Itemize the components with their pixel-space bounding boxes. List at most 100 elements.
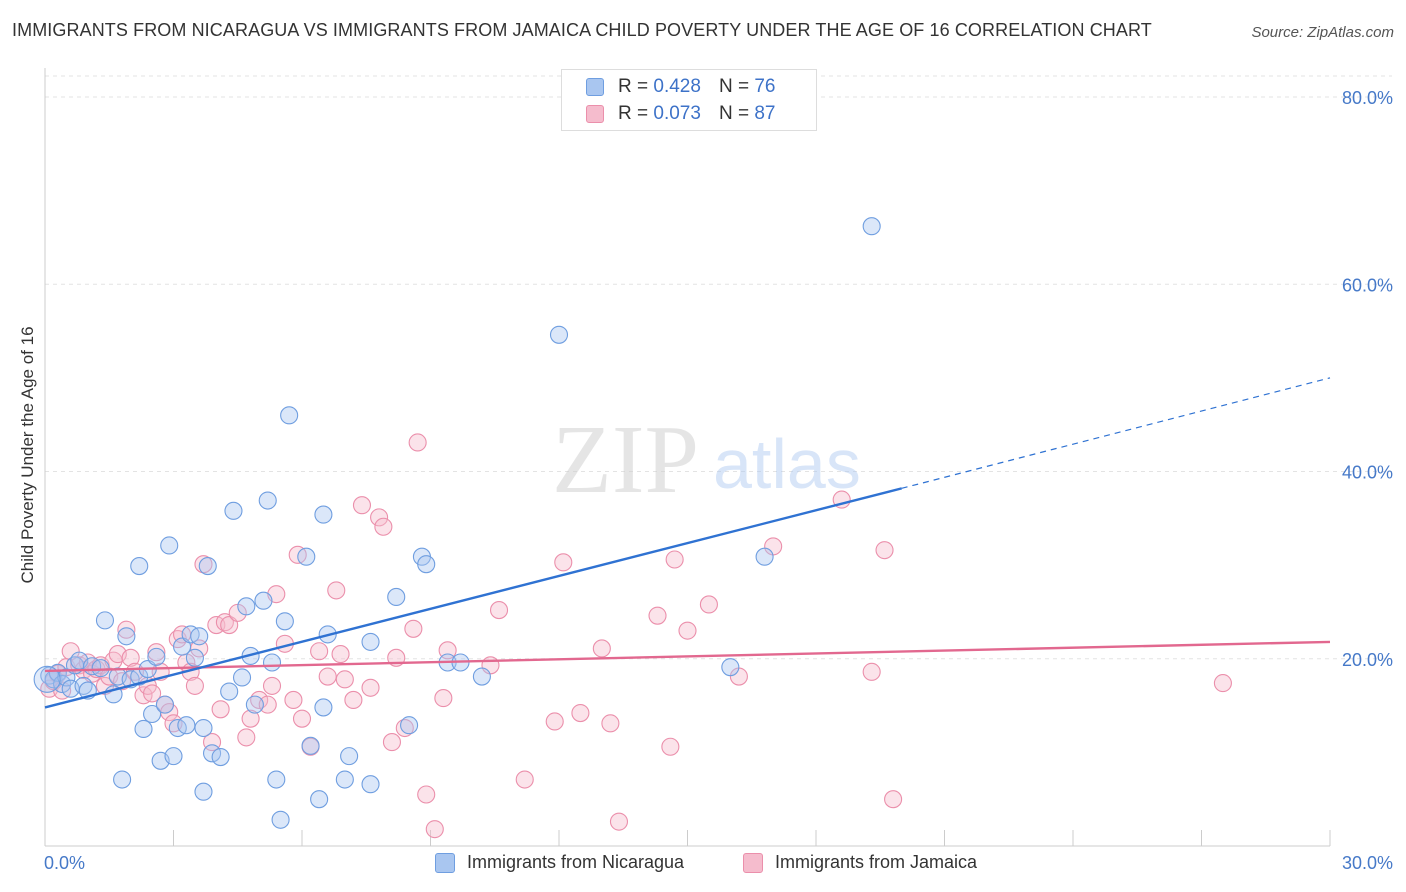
nicaragua-point <box>95 611 115 630</box>
jamaica-point <box>609 812 629 831</box>
nicaragua-point <box>280 406 299 425</box>
nicaragua-point <box>254 591 273 610</box>
nicaragua-point <box>275 612 294 631</box>
grid-layer <box>45 75 1392 660</box>
axis-layer <box>44 68 1331 847</box>
nicaragua-point <box>301 736 320 755</box>
y-tick-label: 40.0% <box>1342 463 1393 483</box>
jamaica-point <box>417 785 436 804</box>
legend-swatch-jamaica <box>586 105 604 123</box>
nicaragua-point <box>224 501 243 520</box>
jamaica-point <box>185 676 204 695</box>
watermark-atlas: atlas <box>713 425 861 503</box>
jamaica-point <box>344 690 363 709</box>
legend-n-label: N = <box>718 103 750 124</box>
jamaica-point <box>327 581 346 600</box>
jamaica-point <box>862 662 881 681</box>
jamaica-point <box>382 733 402 752</box>
nicaragua-point <box>335 770 354 789</box>
jamaica-point <box>361 678 380 697</box>
legend-n-value-jamaica: 87 <box>754 103 776 124</box>
jamaica-point <box>592 639 611 658</box>
y-tick-label: 60.0% <box>1342 275 1393 295</box>
jamaica-point <box>262 676 282 695</box>
legend-label-nicaragua: Immigrants from Nicaragua <box>467 852 685 872</box>
jamaica-point <box>310 642 329 661</box>
jamaica-point <box>284 690 303 709</box>
legend-row-jamaica: R = 0.073 N = 87 <box>586 103 775 125</box>
nicaragua-point <box>417 555 436 574</box>
nicaragua-point <box>147 647 166 666</box>
jamaica-point <box>352 496 372 515</box>
nicaragua-point <box>755 547 774 566</box>
y-axis-title: Child Poverty Under the Age of 16 <box>18 326 37 584</box>
nicaragua-point <box>267 770 286 789</box>
correlation-legend: R = 0.428 N = 76 R = 0.073 N = 87 <box>561 69 817 131</box>
legend-n-label: N = <box>718 76 750 97</box>
nicaragua-point <box>271 810 290 829</box>
legend-swatch-jamaica <box>743 852 763 873</box>
legend-r-value-jamaica: 0.073 <box>653 103 701 124</box>
jamaica-point <box>292 709 312 728</box>
jamaica-point <box>601 714 620 733</box>
jamaica-point <box>515 770 534 789</box>
tick-label-layer: 20.0% 40.0% 60.0% 80.0% 0.0% 30.0% <box>44 88 1393 873</box>
chart-title: IMMIGRANTS FROM NICARAGUA VS IMMIGRANTS … <box>12 20 1152 40</box>
nicaragua-point <box>185 648 204 667</box>
nicaragua-point <box>361 775 380 794</box>
jamaica-point <box>489 601 509 620</box>
nicaragua-point <box>314 505 333 524</box>
jamaica-point <box>699 595 718 614</box>
jamaica-point <box>117 620 136 639</box>
jamaica-point <box>545 712 564 731</box>
source-credit: Source: ZipAtlas.com <box>1251 24 1394 41</box>
nicaragua-point <box>194 718 213 738</box>
nicaragua-point <box>549 325 569 344</box>
nicaragua-point <box>155 695 174 714</box>
nicaragua-trend-extension <box>901 377 1331 489</box>
y-tick-label: 20.0% <box>1342 650 1393 670</box>
jamaica-point <box>211 700 230 719</box>
jamaica-point <box>147 643 166 662</box>
nicaragua-point <box>232 668 252 687</box>
jamaica-point <box>408 433 427 452</box>
nicaragua-point <box>203 744 222 763</box>
jamaica-point <box>678 621 697 640</box>
jamaica-point <box>434 689 453 708</box>
nicaragua-point <box>160 536 179 555</box>
legend-r-value-nicaragua: 0.428 <box>653 76 701 97</box>
legend-item-jamaica[interactable]: Immigrants from Jamaica <box>743 852 977 873</box>
jamaica-trend-line <box>44 640 1331 673</box>
x-tick-label-min: 0.0% <box>44 853 85 873</box>
nicaragua-point <box>258 491 277 510</box>
nicaragua-point <box>220 682 239 701</box>
nicaragua-point <box>117 627 136 646</box>
jamaica-point <box>318 667 337 686</box>
nicaragua-point <box>262 653 282 672</box>
jamaica-point <box>370 508 389 527</box>
jamaica-point <box>661 737 680 756</box>
nicaragua-point <box>113 770 132 789</box>
nicaragua-point <box>130 557 149 576</box>
points-layer <box>33 217 1232 839</box>
legend-row-nicaragua: R = 0.428 N = 76 <box>586 76 775 98</box>
legend-item-nicaragua[interactable]: Immigrants from Nicaragua <box>435 852 684 873</box>
legend-label-jamaica: Immigrants from Jamaica <box>775 852 978 872</box>
nicaragua-point <box>310 790 329 809</box>
jamaica-point <box>121 648 140 667</box>
nicaragua-point <box>164 747 183 766</box>
jamaica-point <box>554 553 573 572</box>
nicaragua-point <box>91 659 110 678</box>
nicaragua-point <box>211 748 230 767</box>
jamaica-point <box>884 790 903 809</box>
nicaragua-point <box>237 597 256 616</box>
jamaica-point <box>258 695 277 714</box>
jamaica-point <box>143 684 162 703</box>
jamaica-point <box>665 550 684 569</box>
legend-swatch-nicaragua <box>435 852 455 873</box>
nicaragua-point <box>33 665 61 693</box>
jamaica-point <box>335 670 354 689</box>
nicaragua-point <box>400 716 419 735</box>
nicaragua-point <box>387 587 406 607</box>
